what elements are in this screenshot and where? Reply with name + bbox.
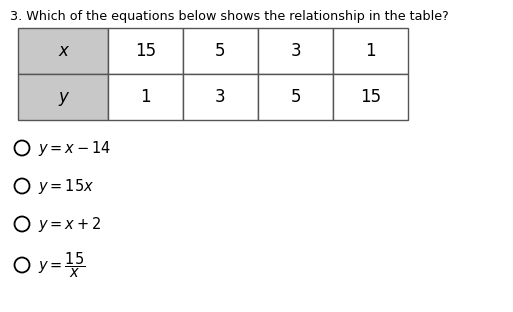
Bar	[18, 28, 108, 74]
Bar	[183, 28, 258, 74]
Text: 5: 5	[215, 42, 226, 60]
Bar	[333, 74, 408, 120]
Text: $y = 15x$: $y = 15x$	[38, 177, 94, 196]
Text: $y = x + 2$: $y = x + 2$	[38, 215, 102, 233]
Text: $y = \dfrac{15}{x}$: $y = \dfrac{15}{x}$	[38, 250, 86, 280]
Text: $y = x - 14$: $y = x - 14$	[38, 139, 111, 158]
Text: 5: 5	[290, 88, 301, 106]
Text: y: y	[58, 88, 68, 106]
Text: 3: 3	[290, 42, 301, 60]
Bar	[108, 28, 183, 74]
Bar	[333, 28, 408, 74]
Bar	[18, 74, 108, 120]
Text: 3: 3	[215, 88, 226, 106]
Text: x: x	[58, 42, 68, 60]
Text: 1: 1	[140, 88, 151, 106]
Text: 15: 15	[135, 42, 156, 60]
Text: 3. Which of the equations below shows the relationship in the table?: 3. Which of the equations below shows th…	[10, 10, 449, 23]
Bar	[183, 74, 258, 120]
Text: 1: 1	[365, 42, 376, 60]
Text: 15: 15	[360, 88, 381, 106]
Bar	[258, 28, 333, 74]
Bar	[108, 74, 183, 120]
Bar	[258, 74, 333, 120]
